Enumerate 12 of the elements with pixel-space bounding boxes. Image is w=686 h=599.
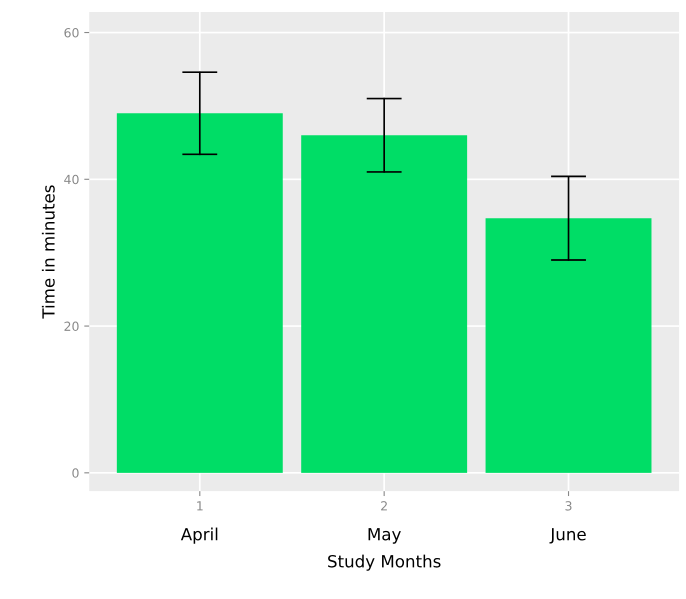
- y-tick-label: 20: [64, 322, 79, 331]
- text: May: [368, 528, 401, 544]
- y-tick-label: 0: [72, 468, 79, 478]
- text: April: [180, 528, 218, 544]
- x-axis-title: Study Months: [328, 554, 441, 571]
- x-tick-label: 1: [197, 501, 203, 510]
- x-tick-label: 3: [566, 501, 572, 511]
- y-tick-label: 60: [64, 28, 79, 38]
- y-tick-label: 40: [64, 174, 79, 184]
- text: June: [550, 528, 586, 544]
- y-axis-title: Time in minutes: [42, 185, 55, 319]
- x-tick-label: 2: [381, 501, 387, 510]
